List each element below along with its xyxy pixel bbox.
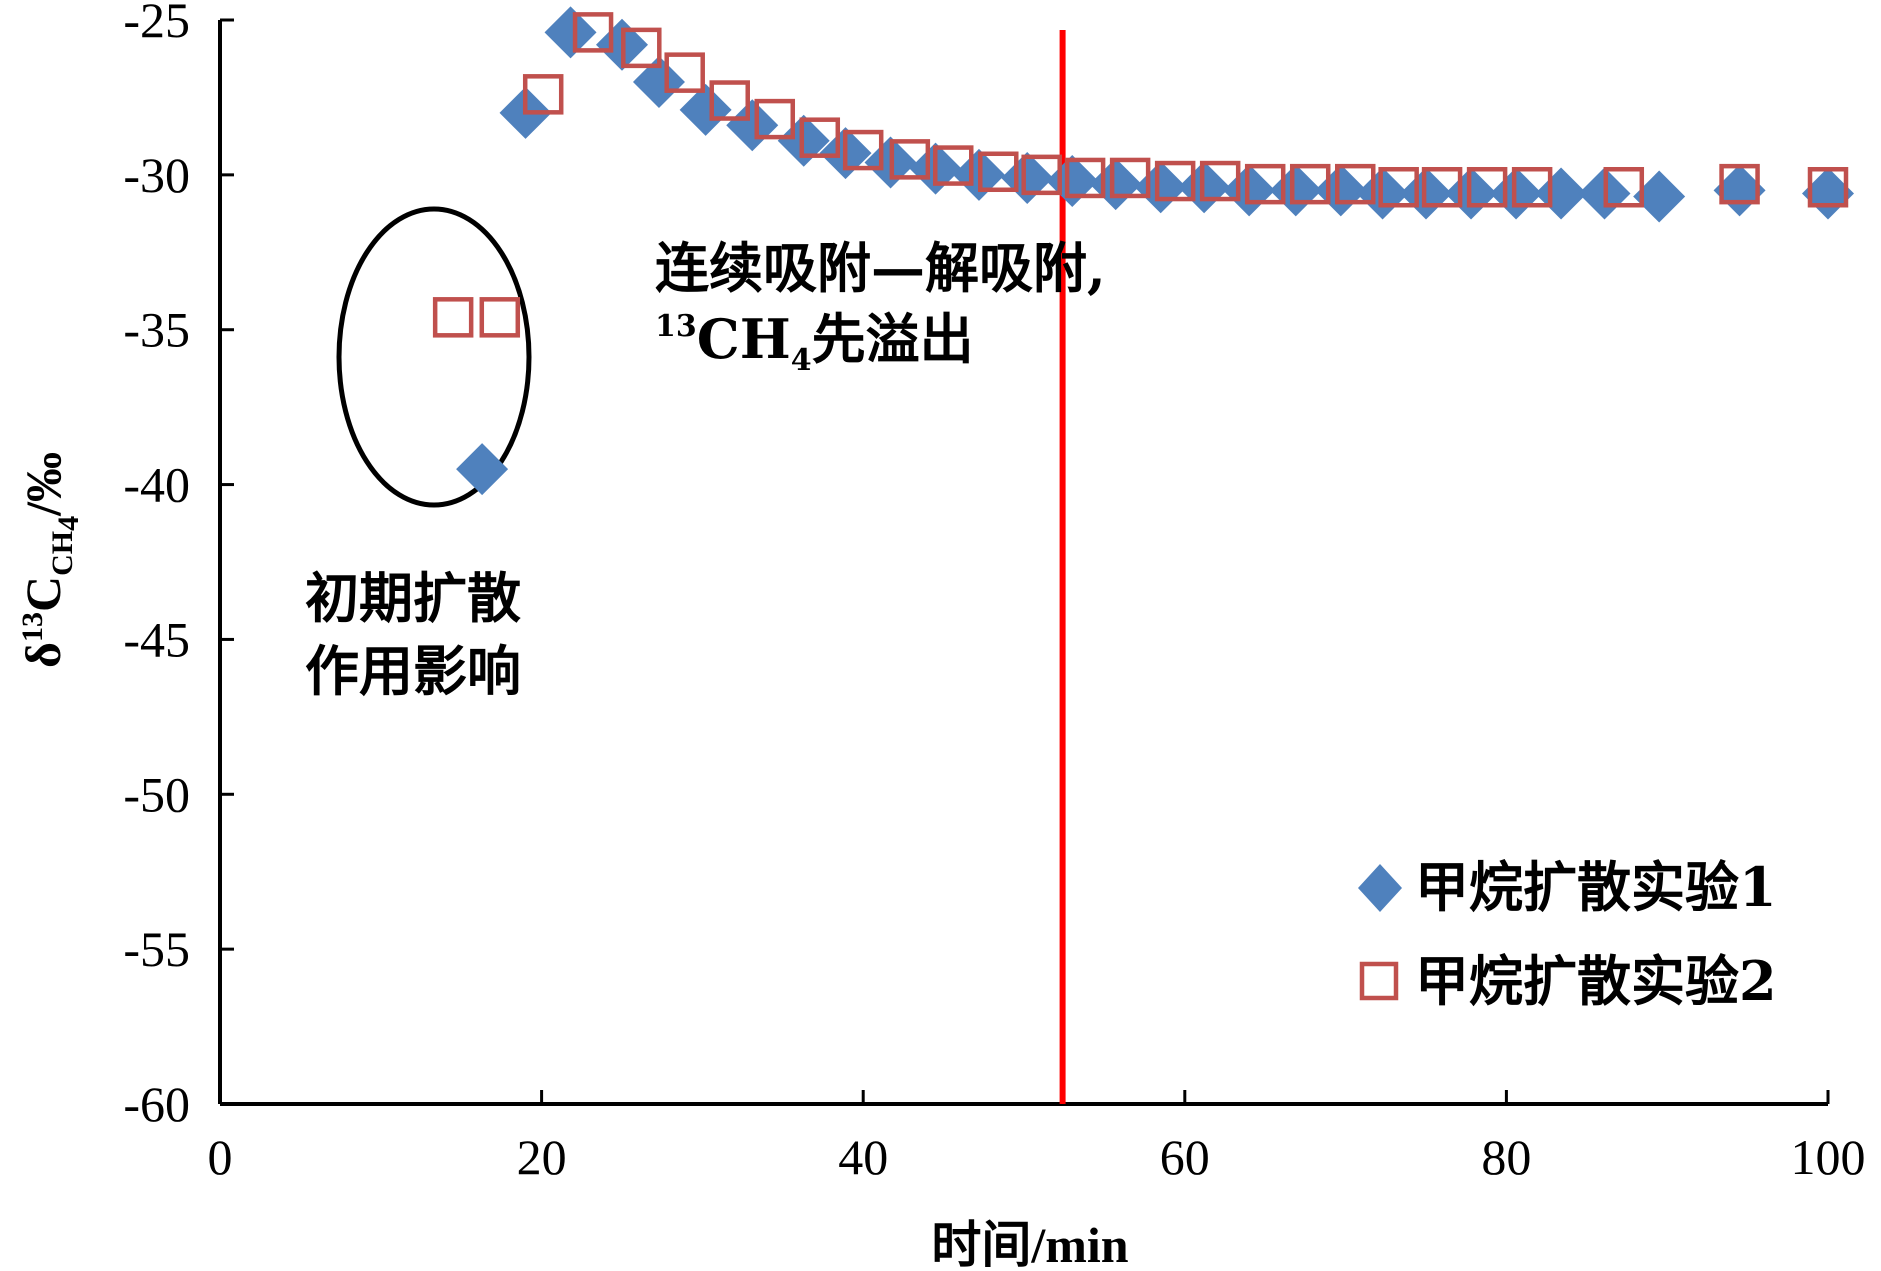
initial-diffusion-ellipse xyxy=(336,206,532,508)
data-point-series-1 xyxy=(632,55,685,108)
data-point-series-2 xyxy=(1109,157,1151,199)
data-point-series-2 xyxy=(889,139,931,180)
y-tick-label: -60 xyxy=(123,1076,190,1132)
data-point-series-2 xyxy=(1334,163,1376,205)
x-axis-title: 时间/min xyxy=(931,1217,1128,1271)
adsorption-annotation-line1: 连续吸附—解吸附, xyxy=(655,236,1106,300)
data-point-series-2 xyxy=(978,151,1019,193)
x-tick-label: 40 xyxy=(838,1129,888,1185)
y-tick-label: -25 xyxy=(123,0,190,48)
adsorption-annotation-line2: 13CH4先溢出 xyxy=(655,307,974,378)
y-axis-title: δ13CCH4/‰ xyxy=(15,452,85,668)
data-point-series-2 xyxy=(432,297,474,338)
series-layer xyxy=(432,6,1854,496)
data-point-series-1 xyxy=(1269,164,1322,217)
data-point-series-2 xyxy=(1421,166,1463,208)
data-point-series-1 xyxy=(1001,151,1054,204)
x-tick-label: 0 xyxy=(208,1129,233,1185)
legend-marker-series-2 xyxy=(1359,961,1399,1001)
data-point-series-2 xyxy=(709,80,750,121)
data-point-series-2 xyxy=(1807,166,1849,208)
y-tick-label: -35 xyxy=(123,302,190,358)
data-point-series-2 xyxy=(479,297,521,338)
data-point-series-2 xyxy=(1603,166,1645,208)
data-point-series-2 xyxy=(1289,163,1331,205)
data-point-series-2 xyxy=(1021,154,1062,196)
data-point-series-2 xyxy=(1719,163,1760,205)
data-point-series-2 xyxy=(799,117,841,158)
data-point-series-2 xyxy=(1244,163,1286,205)
data-point-series-1 xyxy=(544,6,597,59)
x-axis-ticks: 0 20 40 60 80 100 xyxy=(208,1090,1866,1185)
legend-label-series-1: 甲烷扩散实验1 xyxy=(1415,855,1777,919)
y-tick-label: -45 xyxy=(123,611,190,667)
data-point-series-2 xyxy=(621,27,662,69)
y-axis-ticks: -25 -30 -35 -40 -45 -50 -55 -60 xyxy=(123,0,234,1132)
legend: 甲烷扩散实验1 甲烷扩散实验2 xyxy=(1358,855,1777,1013)
y-tick-label: -50 xyxy=(123,766,190,822)
legend-marker-series-1 xyxy=(1358,864,1402,912)
data-point-series-1 xyxy=(1633,170,1686,223)
legend-label-series-2: 甲烷扩散实验2 xyxy=(1415,949,1777,1013)
data-point-series-1 xyxy=(456,443,509,496)
y-tick-label: -55 xyxy=(123,921,190,977)
data-point-series-1 xyxy=(726,99,779,152)
data-point-series-2 xyxy=(522,74,564,115)
data-point-series-2 xyxy=(1378,166,1419,208)
x-tick-label: 60 xyxy=(1160,1129,1210,1185)
data-point-series-1 xyxy=(679,83,732,136)
data-point-series-1 xyxy=(1314,164,1367,217)
data-point-series-2 xyxy=(1064,157,1106,199)
data-point-series-2 xyxy=(1199,160,1241,202)
data-point-series-2 xyxy=(1511,166,1553,208)
data-point-series-2 xyxy=(572,12,614,53)
data-point-series-2 xyxy=(842,129,884,171)
data-point-series-1 xyxy=(1089,158,1142,211)
data-point-series-2 xyxy=(1154,160,1196,202)
data-point-series-2 xyxy=(754,98,796,140)
ellipse-annotation-line2: 作用影响 xyxy=(305,639,521,703)
y-tick-label: -30 xyxy=(123,147,190,203)
x-tick-label: 20 xyxy=(517,1129,567,1185)
data-point-series-2 xyxy=(664,52,705,93)
data-point-series-1 xyxy=(1046,155,1099,208)
ellipse-annotation-line1: 初期扩散 xyxy=(305,566,521,630)
data-point-series-2 xyxy=(932,145,974,186)
x-tick-label: 100 xyxy=(1791,1129,1866,1185)
data-point-series-2 xyxy=(1466,166,1508,208)
x-tick-label: 80 xyxy=(1481,1129,1531,1185)
y-tick-label: -40 xyxy=(123,457,190,513)
